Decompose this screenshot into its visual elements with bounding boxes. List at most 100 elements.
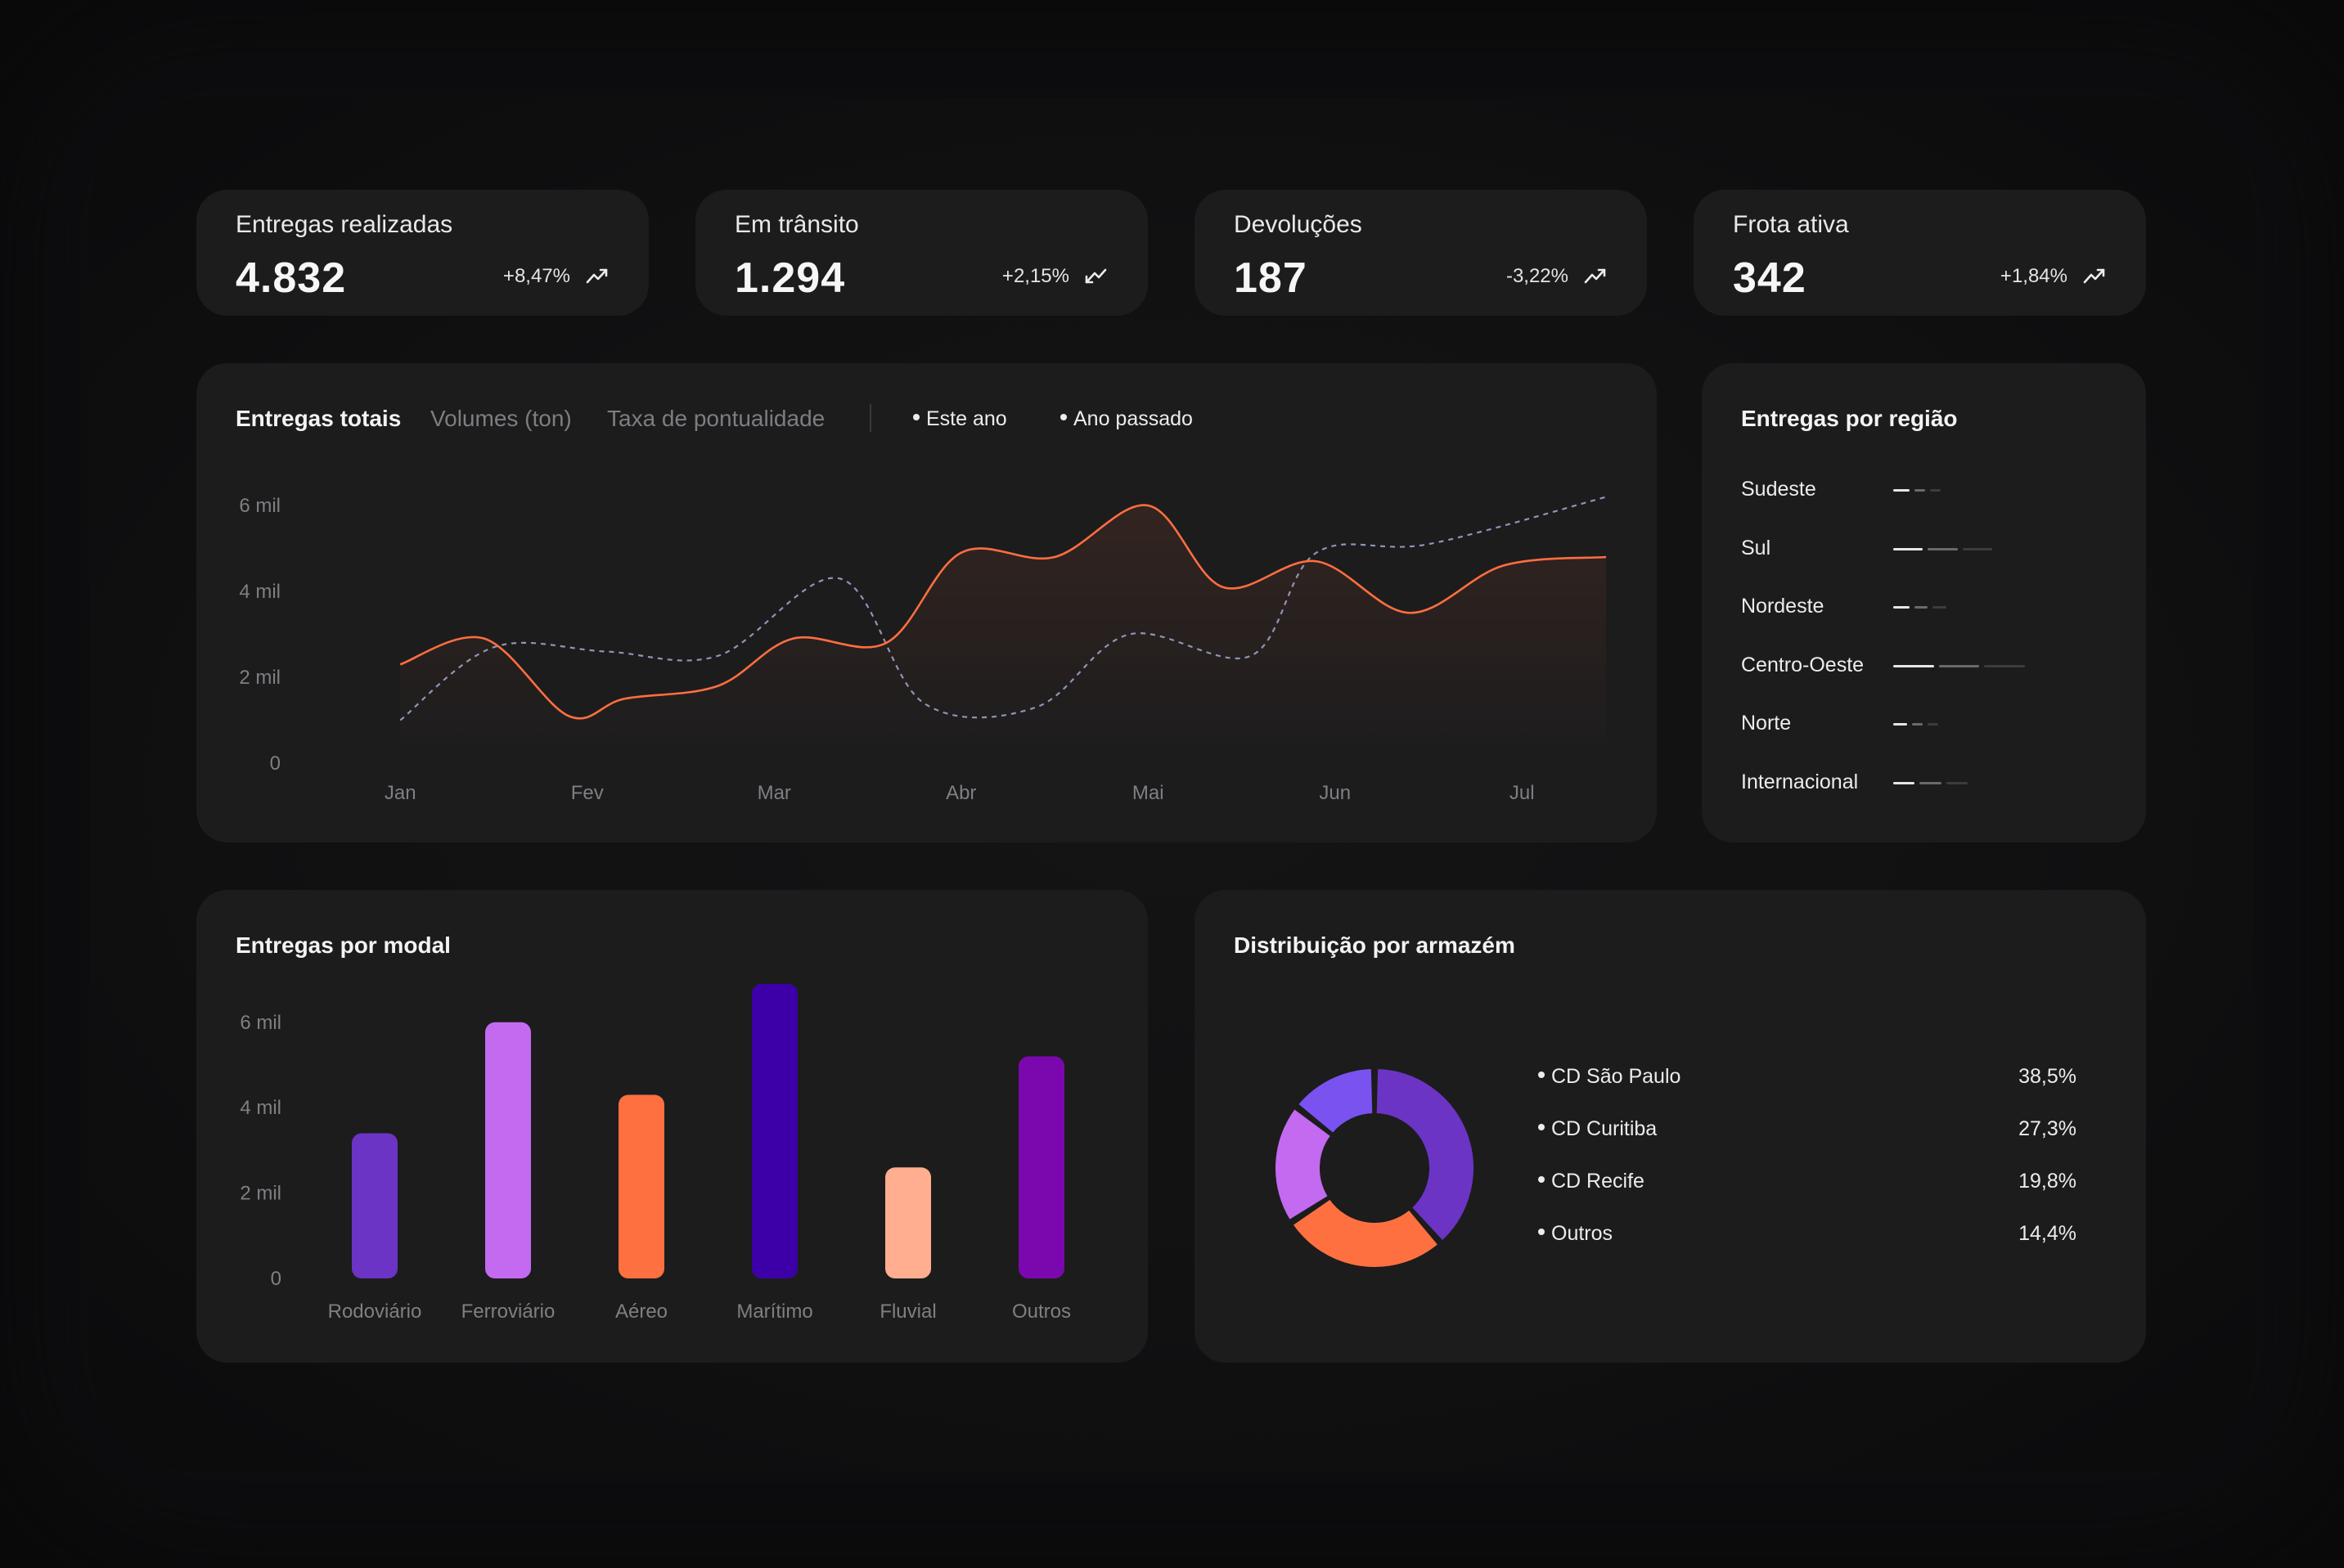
kpi-value: 187 bbox=[1234, 254, 1307, 302]
warehouse-title: Distribuição por armazém bbox=[1234, 932, 1515, 958]
warehouse-row[interactable]: CD São Paulo 38,5% bbox=[1538, 1065, 2076, 1089]
x-tick-label: Fluvial bbox=[880, 1301, 936, 1323]
warehouse-pct: 38,5% bbox=[2018, 1065, 2076, 1088]
region-bar-segment bbox=[1893, 664, 1934, 667]
warehouse-pct: 27,3% bbox=[2018, 1117, 2076, 1140]
kpi-delta: +8,47% bbox=[502, 265, 570, 287]
bar bbox=[1019, 1056, 1064, 1278]
x-tick-label: Jul bbox=[1509, 782, 1535, 804]
region-bar bbox=[1893, 489, 1941, 492]
region-bar bbox=[1893, 547, 1992, 550]
x-tick-label: Ferroviário bbox=[461, 1301, 556, 1323]
donut-slice bbox=[1291, 1197, 1440, 1269]
deliveries-line-panel: Entregas totais Volumes (ton) Taxa de po… bbox=[196, 363, 1657, 842]
y-tick-label: 6 mil bbox=[240, 1012, 281, 1034]
legend-last-year[interactable]: Ano passado bbox=[1060, 407, 1193, 431]
legend-label: Este ano bbox=[926, 407, 1007, 430]
y-tick-label: 2 mil bbox=[239, 667, 281, 689]
warehouse-label: CD Curitiba bbox=[1551, 1117, 1658, 1140]
tab-divider bbox=[870, 404, 871, 432]
legend-this-year[interactable]: Este ano bbox=[913, 407, 1007, 431]
region-bar-segment bbox=[1911, 723, 1923, 726]
region-bar-segment bbox=[1962, 547, 1992, 550]
donut-chart bbox=[1274, 1067, 1475, 1269]
region-bar bbox=[1893, 606, 1946, 609]
bar bbox=[352, 1133, 398, 1278]
tab-entregas-totais[interactable]: Entregas totais bbox=[236, 406, 402, 431]
x-tick-label: Jan bbox=[385, 782, 416, 804]
legend-label: Ano passado bbox=[1073, 407, 1193, 430]
x-tick-label: Aéreo bbox=[615, 1301, 668, 1323]
warehouse-label: Outros bbox=[1551, 1222, 1613, 1245]
warehouse-row[interactable]: CD Recife 19,8% bbox=[1538, 1170, 2076, 1193]
warehouse-row[interactable]: Outros 14,4% bbox=[1538, 1222, 2076, 1246]
x-tick-label: Abr bbox=[946, 782, 976, 804]
region-label: Nordeste bbox=[1741, 595, 1824, 618]
bar bbox=[485, 1022, 531, 1278]
x-tick-label: Mai bbox=[1132, 782, 1164, 804]
region-bar-segment bbox=[1938, 664, 1979, 667]
kpi-card-fleet[interactable]: Frota ativa 342 +1,84% bbox=[1694, 190, 2146, 316]
warehouse-panel: Distribuição por armazém CD São Paulo 38,… bbox=[1194, 890, 2146, 1363]
y-tick-label: 4 mil bbox=[240, 1097, 281, 1119]
region-title: Entregas por região bbox=[1741, 406, 1958, 431]
warehouse-row[interactable]: CD Curitiba 27,3% bbox=[1538, 1117, 2076, 1141]
region-bar-segment bbox=[1914, 489, 1925, 492]
x-tick-label: Rodoviário bbox=[328, 1301, 422, 1323]
trend-down-icon bbox=[1085, 268, 1107, 284]
kpi-title: Entregas realizadas bbox=[236, 211, 453, 238]
region-bar-segment bbox=[1919, 781, 1941, 784]
kpi-card-in-transit[interactable]: Em trânsito 1.294 +2,15% bbox=[695, 190, 1148, 316]
warehouse-pct: 19,8% bbox=[2018, 1170, 2076, 1193]
y-tick-label: 0 bbox=[271, 1268, 281, 1290]
region-bar bbox=[1893, 664, 2025, 667]
this-year-line bbox=[399, 504, 1607, 720]
region-label: Sudeste bbox=[1741, 478, 1816, 501]
region-label: Sul bbox=[1741, 536, 1771, 559]
tab-volumes[interactable]: Volumes (ton) bbox=[430, 406, 572, 431]
kpi-delta: +2,15% bbox=[1001, 265, 1069, 287]
kpi-title: Em trânsito bbox=[735, 211, 859, 238]
warehouse-label: CD Recife bbox=[1551, 1170, 1644, 1193]
kpi-delta: -3,22% bbox=[1505, 265, 1568, 287]
kpi-card-returns[interactable]: Devoluções 187 -3,22% bbox=[1194, 190, 1647, 316]
trend-up-icon bbox=[2083, 268, 2105, 284]
region-bar-segment bbox=[1893, 547, 1923, 550]
this-year-area bbox=[400, 505, 1607, 763]
trend-up-icon bbox=[1584, 268, 1606, 284]
region-bar-segment bbox=[1914, 606, 1928, 609]
region-label: Centro-Oeste bbox=[1741, 653, 1865, 676]
region-bar-segment bbox=[1893, 489, 1910, 492]
kpi-card-deliveries[interactable]: Entregas realizadas 4.832 +8,47% bbox=[196, 190, 649, 316]
region-bar-segment bbox=[1946, 781, 1968, 784]
kpi-value: 1.294 bbox=[735, 254, 846, 302]
region-bar-segment bbox=[1929, 489, 1941, 492]
region-panel: Entregas por região Sudeste Sul Nordeste Ce… bbox=[1702, 363, 2146, 842]
last-year-line bbox=[399, 496, 1607, 721]
warehouse-label: CD São Paulo bbox=[1551, 1065, 1681, 1088]
trend-up-icon bbox=[586, 268, 608, 284]
region-bar bbox=[1893, 723, 1938, 726]
x-tick-label: Outros bbox=[1012, 1301, 1071, 1323]
x-tick-label: Mar bbox=[758, 782, 791, 804]
bar bbox=[619, 1094, 664, 1278]
x-tick-label: Fev bbox=[571, 782, 604, 804]
line-chart: 0 2 mil 4 mil 6 mil Jan Fev Mar Abr Mai Jun Jul bbox=[239, 495, 1607, 804]
x-tick-label: Jun bbox=[1319, 782, 1351, 804]
region-bar-segment bbox=[1927, 723, 1938, 726]
tab-pontualidade[interactable]: Taxa de pontualidade bbox=[607, 406, 826, 431]
donut-slice bbox=[1274, 1107, 1333, 1221]
bar bbox=[752, 983, 798, 1278]
y-tick-label: 2 mil bbox=[240, 1183, 281, 1205]
bar bbox=[885, 1167, 931, 1278]
region-bar bbox=[1893, 781, 1968, 784]
bar-chart: 0 2 mil 4 mil 6 mil Rodoviário Ferroviário Aér… bbox=[240, 983, 1071, 1323]
region-bar-segment bbox=[1893, 606, 1910, 609]
region-bar-segment bbox=[1932, 606, 1946, 609]
region-bar-segment bbox=[1893, 723, 1907, 726]
donut-slice bbox=[1374, 1067, 1475, 1242]
modal-bar-panel: Entregas por modal 0 2 mil 4 mil 6 mil Rodov… bbox=[196, 890, 1148, 1363]
region-bar-segment bbox=[1928, 547, 1958, 550]
region-label: Internacional bbox=[1741, 770, 1859, 793]
region-bar-segment bbox=[1893, 781, 1915, 784]
